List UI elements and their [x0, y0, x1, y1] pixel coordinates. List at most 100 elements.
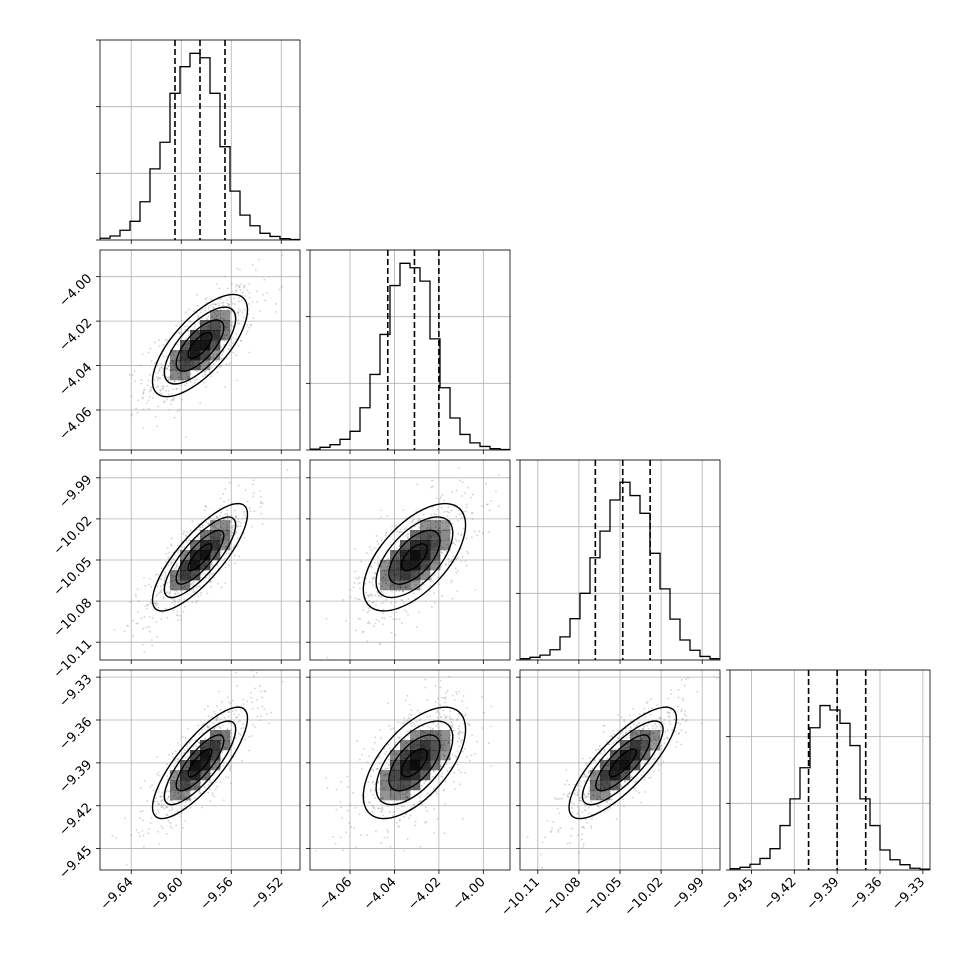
sample-point	[255, 671, 258, 674]
sample-point	[588, 790, 591, 793]
sample-point	[426, 526, 429, 529]
sample-point	[407, 613, 409, 616]
sample-point	[419, 799, 422, 802]
sample-point	[649, 713, 652, 716]
sample-point	[377, 543, 380, 545]
sample-point	[197, 585, 200, 588]
sample-point	[222, 518, 225, 521]
sample-point	[384, 774, 387, 777]
sample-point	[643, 778, 646, 781]
sample-point	[204, 370, 206, 373]
sample-point	[177, 372, 180, 375]
sample-point	[374, 830, 377, 833]
sample-point	[204, 298, 207, 301]
histogram-step-0	[100, 52, 300, 240]
sample-point	[243, 511, 246, 513]
sample-point	[441, 753, 444, 756]
density-cell	[440, 740, 451, 751]
sample-point	[385, 780, 388, 783]
sample-point	[411, 737, 414, 740]
sample-point	[397, 807, 400, 810]
sample-point	[455, 571, 458, 574]
sample-point	[369, 593, 372, 596]
sample-point	[386, 568, 389, 571]
sample-point	[644, 716, 647, 719]
density-cell	[200, 750, 211, 761]
sample-point	[222, 301, 225, 304]
sample-point	[445, 550, 448, 553]
sample-point	[585, 775, 588, 778]
x-tick-label: −4.00	[450, 875, 489, 914]
sample-point	[660, 726, 662, 728]
sample-point	[601, 798, 604, 801]
sample-point	[222, 528, 225, 531]
sample-point	[191, 739, 193, 742]
density-cell	[410, 770, 421, 781]
sample-point	[225, 775, 227, 778]
sample-point	[248, 292, 251, 294]
sample-point	[447, 537, 450, 540]
sample-point	[402, 815, 405, 818]
sample-point	[406, 741, 409, 744]
sample-point	[434, 684, 437, 687]
y-tick-label: −9.36	[57, 715, 96, 754]
sample-point	[419, 796, 421, 799]
density-cell	[190, 560, 201, 571]
sample-point	[660, 720, 663, 723]
sample-point	[593, 794, 595, 797]
sample-point	[213, 710, 216, 713]
sample-point	[151, 617, 154, 620]
panel-frame	[309, 669, 511, 871]
sample-point	[158, 843, 161, 846]
sample-point	[237, 319, 240, 322]
sample-point	[362, 609, 365, 611]
sample-point	[142, 392, 145, 395]
sample-point	[654, 737, 656, 740]
sample-point	[189, 530, 192, 532]
sample-point	[325, 617, 328, 620]
sample-point	[447, 506, 450, 509]
sample-point	[419, 712, 421, 715]
sample-point	[176, 551, 179, 553]
sample-point	[394, 524, 397, 527]
sample-point	[215, 317, 217, 320]
sample-point	[393, 750, 395, 753]
sample-point	[448, 767, 451, 769]
sample-point	[215, 360, 217, 363]
sample-point	[435, 792, 438, 795]
sample-point	[128, 373, 131, 376]
sample-point	[219, 726, 221, 729]
sample-point	[246, 324, 249, 327]
sample-point	[451, 718, 454, 720]
sample-point	[435, 520, 437, 523]
sample-point	[207, 315, 210, 318]
sample-point	[227, 541, 230, 544]
sample-point	[281, 254, 284, 257]
sample-point	[450, 559, 452, 562]
contour-1	[175, 734, 225, 792]
sample-point	[460, 495, 463, 497]
sample-point	[156, 602, 159, 605]
sample-point	[172, 795, 175, 798]
sample-point	[609, 792, 611, 795]
sample-point	[380, 565, 382, 568]
sample-point	[587, 771, 590, 773]
sample-point	[211, 315, 214, 318]
sample-point	[192, 588, 195, 591]
sample-point	[471, 512, 474, 514]
sample-point	[405, 610, 408, 613]
sample-point	[396, 736, 399, 739]
sample-point	[382, 623, 384, 626]
sample-point	[583, 780, 586, 783]
sample-point	[646, 700, 649, 703]
sample-point	[176, 810, 179, 813]
sample-point	[411, 737, 414, 740]
sample-point	[583, 773, 586, 776]
sample-point	[387, 743, 390, 746]
sample-point	[431, 479, 434, 482]
sample-point	[230, 732, 233, 734]
sample-point	[236, 716, 239, 719]
contour-0	[187, 543, 213, 572]
sample-point	[229, 300, 232, 303]
sample-point	[419, 800, 421, 803]
